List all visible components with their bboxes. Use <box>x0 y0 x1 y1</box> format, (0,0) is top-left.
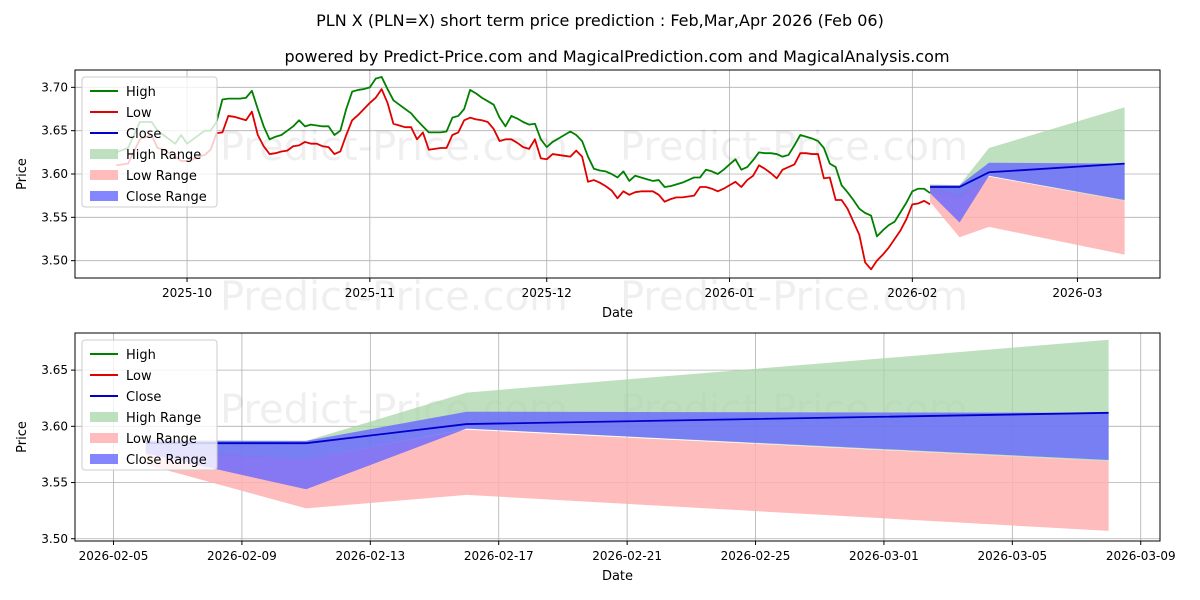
legend-swatch-patch <box>90 191 118 201</box>
x-tick-label: 2026-03 <box>1052 286 1102 300</box>
legend-label: High <box>126 85 156 100</box>
watermark-group: Predict-Price.com Predict-Price.com Predic… <box>220 124 968 320</box>
y-tick-label: 3.55 <box>41 476 68 490</box>
plot-area <box>145 339 1109 531</box>
legend-swatch-patch <box>90 412 118 422</box>
plot-area <box>115 76 1125 271</box>
legend-label: High <box>126 348 156 363</box>
x-tick-label: 2026-03-09 <box>1106 549 1176 563</box>
y-tick-label: 3.50 <box>41 532 68 546</box>
x-tick-label: 2026-02-13 <box>335 549 405 563</box>
y-axis-label: Price <box>15 158 30 190</box>
legend-label: Close <box>126 390 161 405</box>
legend-label: High Range <box>126 411 201 426</box>
x-tick-label: 2026-02-21 <box>592 549 662 563</box>
x-tick-label: 2026-03-01 <box>849 549 919 563</box>
y-tick-label: 3.65 <box>41 124 68 138</box>
x-tick-label: 2025-10 <box>162 286 212 300</box>
watermark: Predict-Price.com <box>220 274 568 320</box>
legend-label: Low <box>126 369 152 384</box>
x-tick-label: 2025-12 <box>522 286 572 300</box>
y-tick-label: 3.65 <box>41 363 68 377</box>
chart-title: PLN X (PLN=X) short term price predictio… <box>316 11 884 30</box>
axes: 2026-02-05 2026-02-09 2026-02-13 2026-02-17… <box>15 363 1176 584</box>
legend-swatch-patch <box>90 170 118 180</box>
y-tick-label: 3.55 <box>41 210 68 224</box>
legend-label: Low Range <box>126 432 197 447</box>
x-tick-label: 2026-02-05 <box>79 549 149 563</box>
watermark: Predict-Price.com <box>220 124 568 170</box>
watermark: Predict-Price.com <box>620 274 968 320</box>
legend: High Low Close High Range Low Range Close Ran… <box>81 76 218 208</box>
legend-label: Close Range <box>126 453 207 468</box>
x-axis-label: Date <box>602 306 633 321</box>
legend-label: Low <box>126 106 152 121</box>
x-tick-label: 2026-02-09 <box>207 549 277 563</box>
legend-swatch-patch <box>90 433 118 443</box>
x-axis-label: Date <box>602 569 633 584</box>
legend-label: High Range <box>126 148 201 163</box>
y-axis-label: Price <box>15 421 30 453</box>
close-series-line <box>145 411 1109 445</box>
y-tick-label: 3.60 <box>41 167 68 181</box>
legend-swatch-patch <box>90 149 118 159</box>
plot-frame <box>74 332 1161 542</box>
legend-swatch-patch <box>90 454 118 464</box>
legend-label: Close <box>126 127 161 142</box>
top-panel: Predict-Price.com Predict-Price.com Predic… <box>15 69 1161 321</box>
x-tick-label: 2026-03-05 <box>977 549 1047 563</box>
low-series-line <box>116 88 931 271</box>
bottom-panel: Predict-Price.comPredict-Price.com2026-0… <box>15 332 1176 584</box>
low-range-band <box>930 176 1125 255</box>
x-tick-label: 2026-02-17 <box>464 549 534 563</box>
legend-label: Close Range <box>126 190 207 205</box>
close-range-band <box>145 411 1109 490</box>
x-tick-label: 2025-11 <box>345 286 395 300</box>
legend: High Low Close High Range Low Range Close Ran… <box>81 339 218 471</box>
y-tick-label: 3.70 <box>41 80 68 94</box>
x-tick-label: 2026-01 <box>704 286 754 300</box>
x-tick-label: 2026-02 <box>887 286 937 300</box>
x-tick-label: 2026-02-25 <box>721 549 791 563</box>
y-tick-label: 3.50 <box>41 254 68 268</box>
legend-label: Low Range <box>126 169 197 184</box>
high-series-line <box>115 76 931 238</box>
y-tick-label: 3.60 <box>41 419 68 433</box>
chart-subtitle: powered by Predict-Price.com and Magical… <box>284 47 949 66</box>
axes: 2025-10 2025-11 2025-12 2026-01 2026-02 2026-… <box>15 80 1103 321</box>
close-series-line <box>930 162 1125 188</box>
